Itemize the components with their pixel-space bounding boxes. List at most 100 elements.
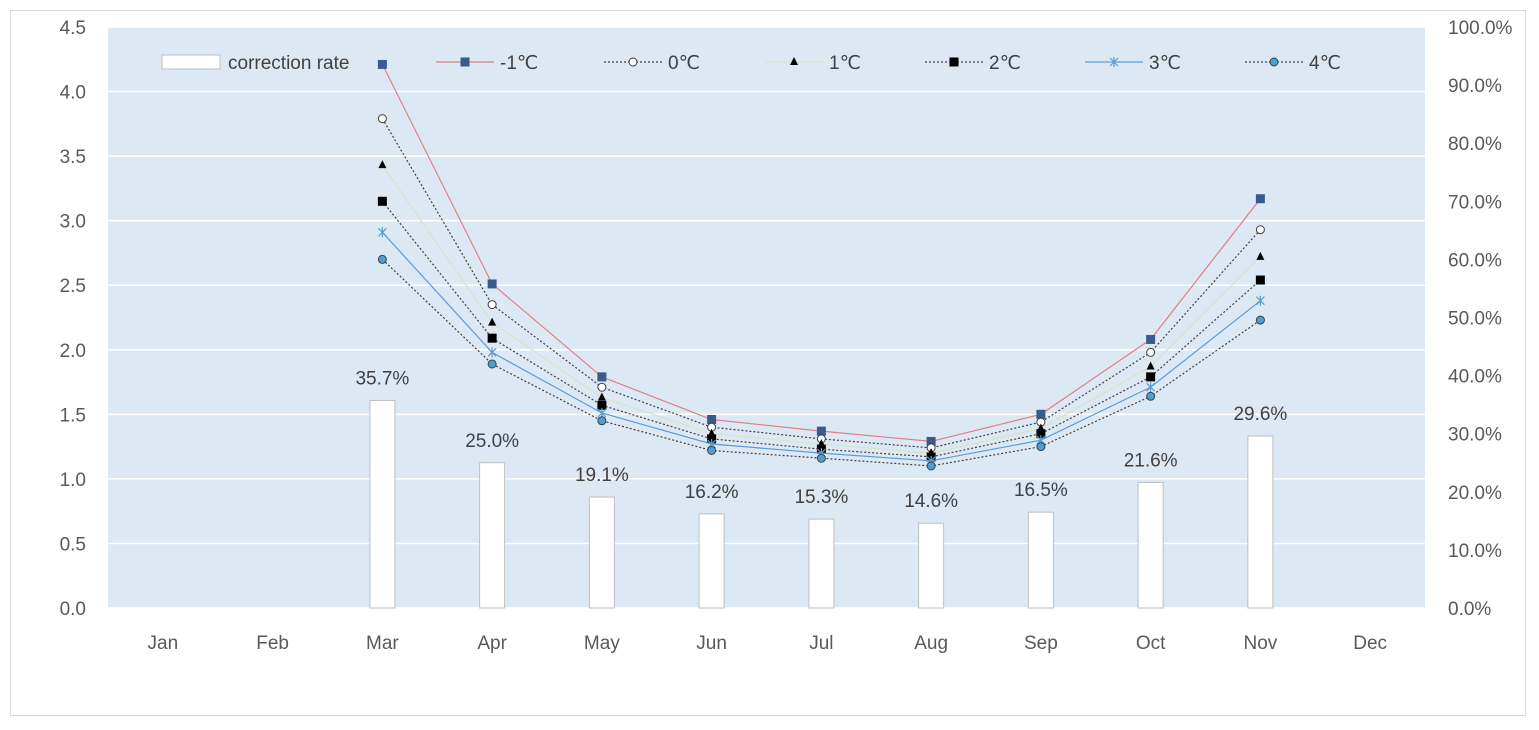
marker-square xyxy=(949,57,959,67)
bar xyxy=(1027,511,1054,609)
marker-square xyxy=(377,59,387,69)
right-tick-label: 60.0% xyxy=(1448,250,1502,271)
legend-label: 0℃ xyxy=(668,53,700,74)
left-tick-label: 1.0 xyxy=(60,470,86,491)
x-tick-label: Oct xyxy=(1136,633,1166,654)
left-tick-label: 3.5 xyxy=(60,147,86,168)
bar xyxy=(918,522,945,609)
bar-data-label: 21.6% xyxy=(1124,451,1178,472)
marker-square xyxy=(487,333,497,343)
legend-label: 1℃ xyxy=(829,53,861,74)
bar-data-label: 19.1% xyxy=(575,465,629,486)
gridlines xyxy=(108,26,1425,609)
legend-label: -1℃ xyxy=(500,53,538,74)
line-series xyxy=(377,59,1265,471)
marker-triangle xyxy=(378,160,387,169)
legend-label: 4℃ xyxy=(1309,53,1341,74)
marker-square xyxy=(1255,275,1265,285)
x-tick-label: Jun xyxy=(696,633,727,654)
marker-circle xyxy=(628,57,638,67)
marker-circle xyxy=(707,445,717,455)
x-tick-label: Nov xyxy=(1243,633,1277,654)
marker-square xyxy=(1255,194,1265,204)
x-tick-label: Feb xyxy=(256,633,289,654)
bar xyxy=(1247,435,1274,609)
marker-square xyxy=(460,57,470,67)
right-tick-label: 0.0% xyxy=(1448,599,1491,620)
marker-triangle xyxy=(1256,251,1265,260)
bar-data-labels: 35.7% 25.0% 19.1% 16.2% 15.3% 14.6% 16.5% 21.6%… xyxy=(355,369,1287,513)
x-tick-label: Sep xyxy=(1024,633,1058,654)
right-tick-label: 10.0% xyxy=(1448,541,1502,562)
bar-data-label: 29.6% xyxy=(1233,404,1287,425)
marker-circle xyxy=(926,461,936,471)
marker-square xyxy=(487,279,497,289)
series-line xyxy=(381,258,1261,467)
legend-label: 3℃ xyxy=(1149,53,1181,74)
marker-triangle xyxy=(790,57,798,65)
marker-star xyxy=(487,347,497,358)
legend-label: correction rate xyxy=(228,53,349,74)
right-axis: 0.0% 10.0% 20.0% 30.0% 40.0% 50.0% 60.0% 70.0% 8… xyxy=(1448,18,1513,620)
legend-swatch xyxy=(161,54,221,70)
plot-area xyxy=(108,27,1425,608)
marker-square xyxy=(1036,409,1046,419)
marker-circle xyxy=(377,254,387,264)
marker-star xyxy=(1146,382,1156,393)
legend: correction rate -1℃ 0℃ 1℃ 2℃ 3℃ 4℃ xyxy=(161,53,1341,74)
bar xyxy=(479,462,506,609)
marker-circle xyxy=(1255,315,1265,325)
right-tick-label: 90.0% xyxy=(1448,76,1502,97)
marker-triangle xyxy=(488,317,497,326)
right-tick-label: 40.0% xyxy=(1448,367,1502,388)
right-tick-label: 50.0% xyxy=(1448,309,1502,330)
left-tick-label: 2.0 xyxy=(60,341,86,362)
marker-square xyxy=(707,414,717,424)
marker-circle xyxy=(377,114,387,124)
marker-square xyxy=(1146,372,1156,382)
marker-circle xyxy=(1146,347,1156,357)
left-tick-label: 4.0 xyxy=(60,83,86,104)
bar-data-label: 14.6% xyxy=(904,491,958,512)
marker-triangle xyxy=(1146,361,1155,370)
marker-circle xyxy=(1036,442,1046,452)
x-axis: Jan Feb Mar Apr May Jun Jul Aug Sep Oct Nov Dec xyxy=(148,633,1387,654)
marker-circle xyxy=(816,453,826,463)
marker-circle xyxy=(597,416,607,426)
bar-data-label: 16.5% xyxy=(1014,480,1068,501)
x-tick-label: Aug xyxy=(914,633,948,654)
left-tick-label: 1.5 xyxy=(60,405,86,426)
left-tick-label: 3.0 xyxy=(60,212,86,233)
x-tick-label: Mar xyxy=(366,633,399,654)
marker-circle xyxy=(597,382,607,392)
bar-data-label: 25.0% xyxy=(465,431,519,452)
marker-star xyxy=(1109,57,1119,67)
x-tick-label: May xyxy=(584,633,620,654)
bar-data-label: 35.7% xyxy=(355,369,409,390)
left-axis: 0.0 0.5 1.0 1.5 2.0 2.5 3.0 3.5 4.0 4.5 xyxy=(60,18,86,620)
marker-square xyxy=(1146,334,1156,344)
bar xyxy=(588,496,615,609)
right-tick-label: 70.0% xyxy=(1448,192,1502,213)
series-group xyxy=(377,59,1265,446)
bar-data-label: 16.2% xyxy=(685,482,739,503)
left-tick-label: 4.5 xyxy=(60,18,86,39)
left-tick-label: 0.0 xyxy=(60,599,86,620)
bar xyxy=(698,513,725,609)
x-tick-label: Dec xyxy=(1353,633,1387,654)
marker-star xyxy=(377,227,387,238)
x-tick-label: Jan xyxy=(148,633,179,654)
marker-circle xyxy=(487,300,497,310)
marker-square xyxy=(377,196,387,206)
legend-label: 2℃ xyxy=(989,53,1021,74)
series-group xyxy=(377,254,1265,471)
marker-square xyxy=(597,372,607,382)
marker-star xyxy=(1255,295,1265,306)
bar xyxy=(1137,482,1164,609)
marker-circle xyxy=(487,359,497,369)
bar-series xyxy=(369,400,1274,609)
x-tick-label: Jul xyxy=(809,633,833,654)
bar xyxy=(808,518,835,609)
marker-circle xyxy=(1269,57,1279,67)
